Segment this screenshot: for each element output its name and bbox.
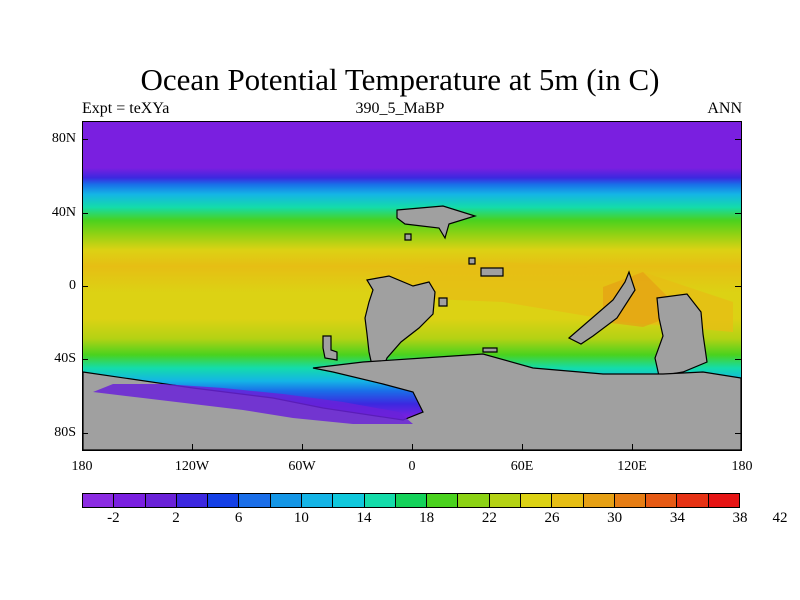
landmass-india-ridge xyxy=(567,270,636,345)
map-panel xyxy=(82,121,742,451)
lat-tick-label: 40S xyxy=(54,351,76,367)
colorbar-swatch xyxy=(520,494,553,507)
lat-tick-label: 0 xyxy=(69,278,76,293)
temperature-map xyxy=(83,122,741,450)
colorbar-label: 30 xyxy=(607,510,623,526)
lat-tick-mark xyxy=(735,139,741,141)
lat-tick-mark xyxy=(735,286,741,287)
colorbar-label: 18 xyxy=(419,510,435,526)
colorbar-label: 6 xyxy=(234,510,243,526)
island-small-4 xyxy=(438,297,448,307)
island-small-6 xyxy=(482,347,498,353)
colorbar-swatch xyxy=(301,494,334,507)
polar-cold-pocket xyxy=(93,384,413,424)
colorbar-swatch xyxy=(677,494,709,507)
colorbar-swatch xyxy=(239,494,271,507)
colorbar-swatch xyxy=(176,494,209,507)
lon-tick-label: 0 xyxy=(408,459,416,474)
colorbar-swatch xyxy=(114,494,146,507)
colorbar-swatch xyxy=(552,494,584,507)
landmass-africa xyxy=(364,275,436,380)
lon-tick-mark xyxy=(741,444,742,450)
colorbar-swatch xyxy=(427,494,459,507)
lat-tick-mark xyxy=(735,212,741,214)
island-small-3 xyxy=(480,267,504,277)
season-label: ANN xyxy=(707,100,742,117)
lat-tick-mark xyxy=(82,212,88,214)
colorbar-label: 14 xyxy=(356,510,372,526)
lon-tick-label: 180 xyxy=(731,459,753,474)
plot-title: Ocean Potential Temperature at 5m (in C) xyxy=(140,62,660,97)
colorbar-swatch xyxy=(614,494,647,507)
island-small-1 xyxy=(404,233,412,241)
colorbar-label: 38 xyxy=(732,510,748,526)
lat-tick-label: 80N xyxy=(51,131,76,147)
landmass-australia xyxy=(654,293,708,377)
colorbar-label: 34 xyxy=(669,510,685,526)
colorbar-swatch xyxy=(208,494,240,507)
lon-tick-mark xyxy=(632,444,633,450)
lon-tick-mark xyxy=(412,444,413,450)
lon-tick-label: 120W xyxy=(174,459,210,474)
landmass-north xyxy=(396,205,478,240)
colorbar-label: 2 xyxy=(172,510,180,526)
lat-tick-label: 40N xyxy=(51,204,76,220)
lat-tick-mark xyxy=(82,139,88,141)
colorbar-swatch xyxy=(333,494,365,507)
lat-tick-mark xyxy=(82,432,88,434)
island-small-2 xyxy=(468,257,476,265)
lon-tick-label: 180 xyxy=(71,459,93,474)
period-label: 390_5_MaBP xyxy=(355,100,445,117)
lon-tick-mark xyxy=(302,444,303,450)
colorbar-swatch xyxy=(364,494,396,507)
colorbar-label: 26 xyxy=(544,510,560,526)
colorbar-swatch xyxy=(395,494,428,507)
colorbar-swatch xyxy=(583,494,615,507)
colorbar-swatch xyxy=(145,494,177,507)
colorbar-swatch xyxy=(489,494,521,507)
lat-tick-mark xyxy=(735,432,741,434)
colorbar-swatch xyxy=(646,494,678,507)
lon-tick-label: 60W xyxy=(288,459,316,474)
lon-tick-label: 60E xyxy=(510,459,534,474)
colorbar-swatch xyxy=(270,494,302,507)
colorbar-swatch xyxy=(708,494,739,507)
lat-tick-mark xyxy=(735,359,741,361)
colorbar xyxy=(82,493,740,508)
colorbar-label: 22 xyxy=(481,510,497,526)
colorbar-swatch xyxy=(458,494,490,507)
colorbar-label: 10 xyxy=(293,510,309,526)
land-masses xyxy=(83,205,741,450)
experiment-label: Expt = teXYa xyxy=(82,100,170,117)
lat-tick-mark xyxy=(82,359,88,361)
colorbar-label: -2 xyxy=(107,510,120,526)
lon-tick-mark xyxy=(82,444,83,450)
lon-tick-label: 120E xyxy=(617,459,647,474)
lat-tick-mark xyxy=(82,286,88,287)
lon-tick-mark xyxy=(192,444,193,450)
colorbar-swatch xyxy=(83,494,115,507)
colorbar-label: 42 xyxy=(772,510,788,526)
lat-tick-label: 80S xyxy=(54,424,76,440)
lon-tick-mark xyxy=(522,444,523,450)
island-small-5 xyxy=(322,335,338,361)
